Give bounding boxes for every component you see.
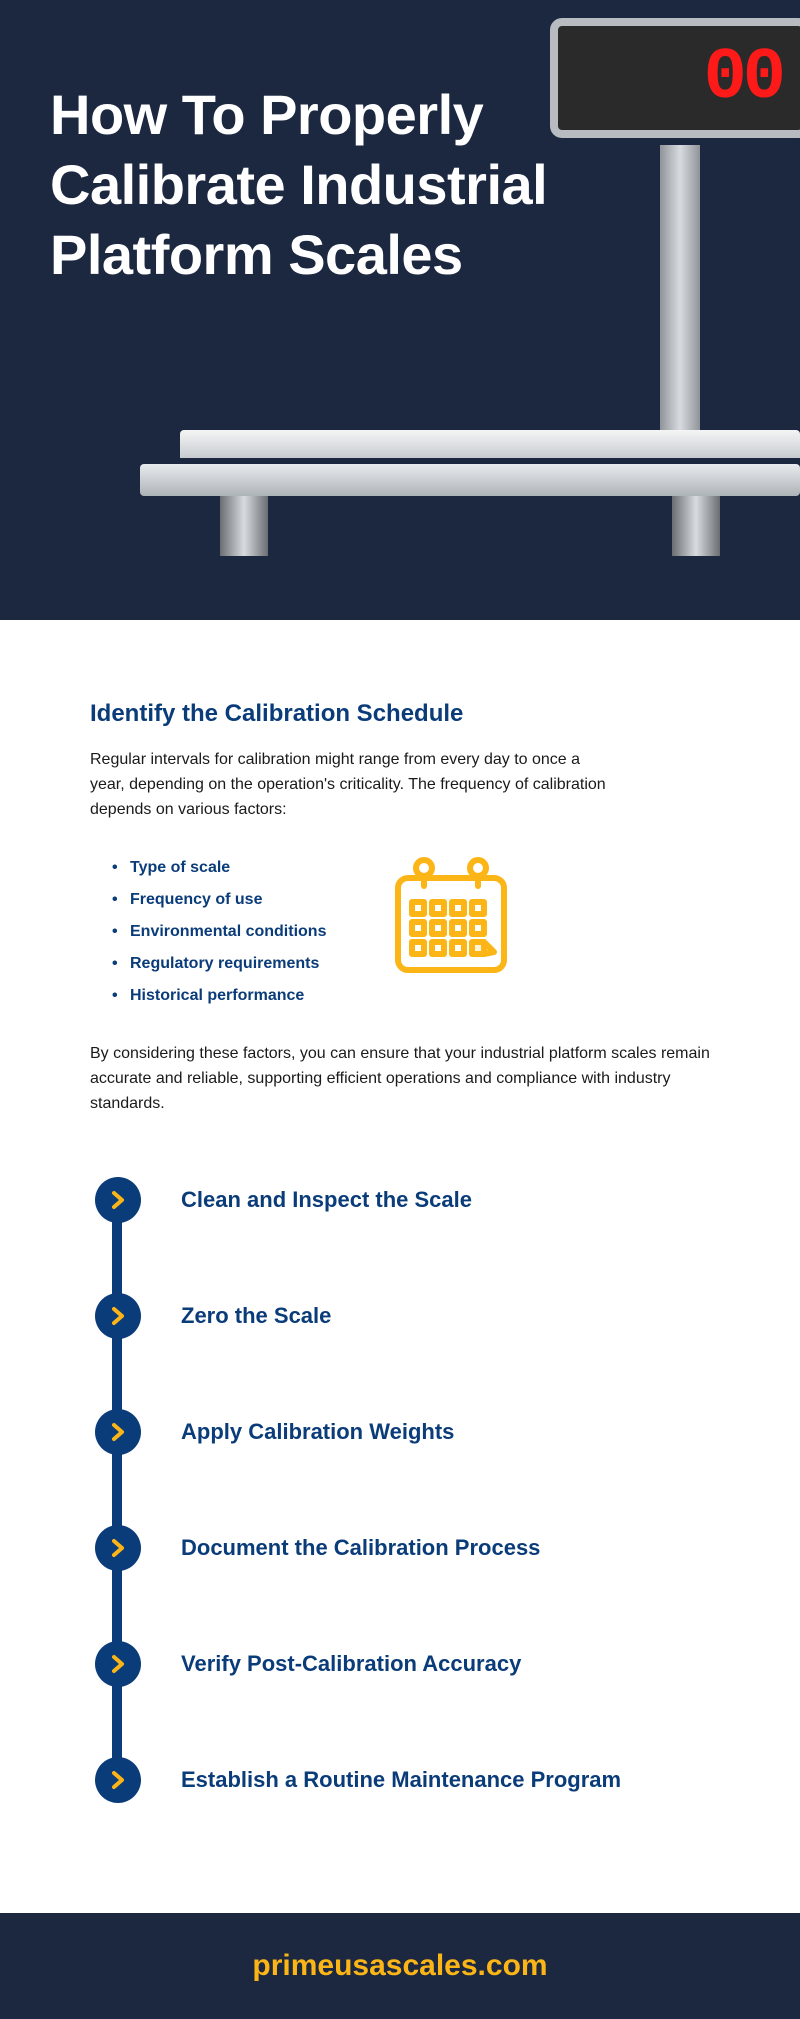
steps-list: Clean and Inspect the Scale Zero the Sca… — [90, 1177, 710, 1803]
scale-readout: 00 — [704, 37, 782, 119]
calendar-icon — [386, 852, 516, 987]
scale-display: 00 — [550, 18, 800, 138]
factor-item: Environmental conditions — [130, 916, 326, 948]
step-label: Zero the Scale — [181, 1303, 331, 1329]
step-label: Verify Post-Calibration Accuracy — [181, 1651, 521, 1677]
chevron-right-icon — [95, 1525, 141, 1571]
step-item: Zero the Scale — [95, 1293, 710, 1339]
footer-url: primeusascales.com — [252, 1949, 547, 1982]
step-item: Document the Calibration Process — [95, 1525, 710, 1571]
factor-item: Regulatory requirements — [130, 948, 326, 980]
factors-list: Type of scale Frequency of use Environme… — [90, 852, 326, 1012]
content-section: Identify the Calibration Schedule Regula… — [0, 620, 800, 1863]
scale-post-graphic — [660, 145, 700, 445]
chevron-right-icon — [95, 1293, 141, 1339]
section-heading: Identify the Calibration Schedule — [90, 700, 710, 728]
step-label: Establish a Routine Maintenance Program — [181, 1767, 621, 1793]
chevron-right-icon — [95, 1757, 141, 1803]
step-item: Verify Post-Calibration Accuracy — [95, 1641, 710, 1687]
scale-platform-graphic — [140, 430, 800, 556]
chevron-right-icon — [95, 1409, 141, 1455]
closing-paragraph: By considering these factors, you can en… — [90, 1042, 710, 1116]
factor-item: Frequency of use — [130, 884, 326, 916]
factors-row: Type of scale Frequency of use Environme… — [90, 852, 710, 1012]
factor-item: Historical performance — [130, 980, 326, 1012]
footer: primeusascales.com — [0, 1913, 800, 2019]
step-item: Establish a Routine Maintenance Program — [95, 1757, 710, 1803]
step-label: Document the Calibration Process — [181, 1535, 540, 1561]
header-section: 00 How To Properly Calibrate Industrial … — [0, 0, 800, 620]
chevron-right-icon — [95, 1641, 141, 1687]
chevron-right-icon — [95, 1177, 141, 1223]
intro-paragraph: Regular intervals for calibration might … — [90, 748, 610, 822]
factor-item: Type of scale — [130, 852, 326, 884]
step-label: Clean and Inspect the Scale — [181, 1187, 472, 1213]
step-label: Apply Calibration Weights — [181, 1419, 454, 1445]
step-item: Clean and Inspect the Scale — [95, 1177, 710, 1223]
step-item: Apply Calibration Weights — [95, 1409, 710, 1455]
